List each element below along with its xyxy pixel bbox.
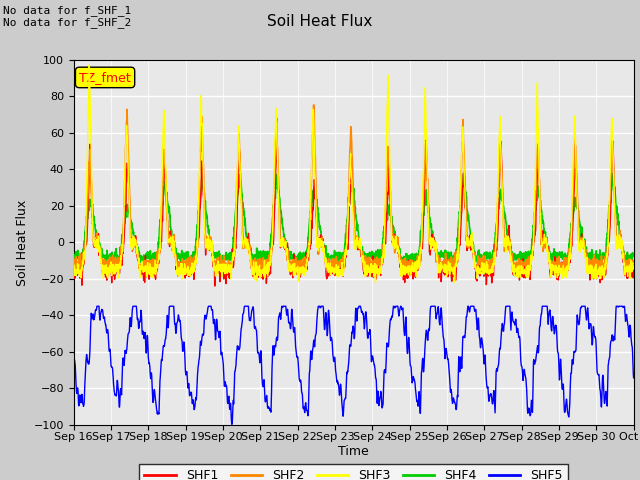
Text: TZ_fmet: TZ_fmet [79, 71, 131, 84]
Legend: SHF1, SHF2, SHF3, SHF4, SHF5: SHF1, SHF2, SHF3, SHF4, SHF5 [140, 464, 568, 480]
X-axis label: Time: Time [338, 445, 369, 458]
Text: Soil Heat Flux: Soil Heat Flux [268, 14, 372, 29]
Y-axis label: Soil Heat Flux: Soil Heat Flux [17, 199, 29, 286]
Text: No data for f_SHF_1
No data for f_SHF_2: No data for f_SHF_1 No data for f_SHF_2 [3, 5, 131, 28]
